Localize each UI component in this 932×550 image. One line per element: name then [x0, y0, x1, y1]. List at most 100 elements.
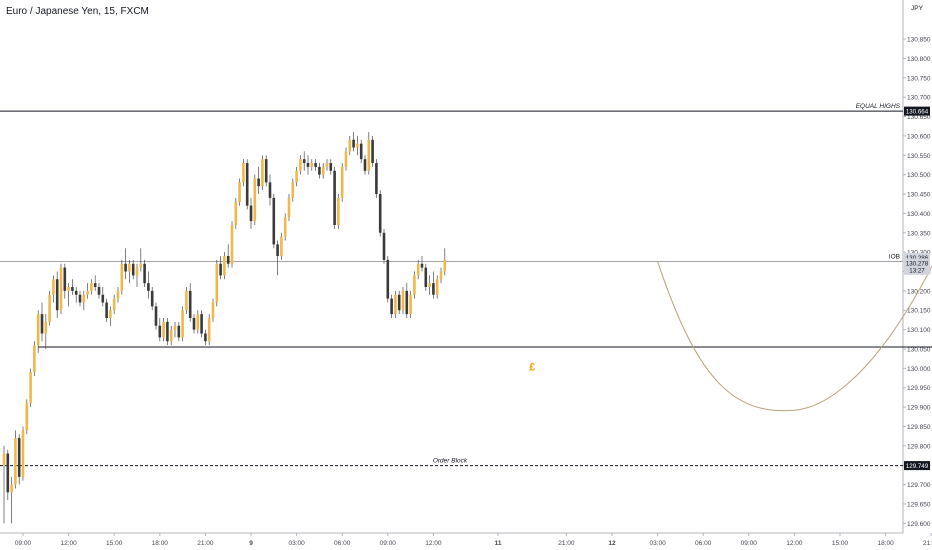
candle-body-down [200, 314, 203, 334]
candle-body-down [306, 163, 310, 167]
equal-highs-label: EQUAL HIGHS [856, 103, 901, 110]
candle-body-up [310, 163, 314, 167]
candle-body-up [291, 182, 295, 198]
candle-body-down [276, 244, 279, 257]
candle-body-up [367, 139, 371, 171]
candle-body-up [401, 290, 405, 311]
candle-body-down [147, 283, 150, 291]
x-tick-label: 12:00 [60, 540, 77, 547]
y-tick-label: 130.750 [907, 75, 931, 82]
candle-body-down [249, 205, 253, 222]
x-tick-label: 18:00 [152, 540, 169, 547]
symbol-title: Euro / Japanese Yen, 15, FXCM [6, 6, 149, 17]
y-tick-label: 130.050 [907, 346, 931, 353]
candle-body-down [6, 453, 10, 493]
candle-body-down [226, 256, 230, 264]
y-tick-label: 130.000 [907, 366, 931, 373]
candle-body-down [219, 263, 222, 276]
y-tick-label: 130.400 [907, 211, 931, 218]
candle-body-down [150, 290, 154, 307]
candle-body-down [101, 294, 105, 303]
candle-body-down [245, 163, 249, 206]
y-tick-label: 129.850 [907, 424, 931, 431]
candle-body-down [71, 286, 74, 291]
candle-body-up [321, 166, 325, 175]
candle-body-up [82, 294, 86, 303]
price-marker-box [904, 258, 930, 268]
candle-body-up [29, 372, 32, 404]
candle-body-up [416, 263, 420, 276]
candle-body-down [352, 139, 355, 148]
y-tick-label: 130.100 [907, 327, 931, 334]
order-block-label: Order Block [433, 458, 468, 465]
candle-body-up [435, 279, 439, 295]
candle-body-down [420, 263, 424, 268]
candle-body-up [261, 159, 264, 187]
x-tick-label: 09:00 [15, 540, 32, 547]
y-tick-label: 130.600 [907, 133, 931, 140]
candle-body-up [196, 314, 200, 330]
x-tick-label: 9 [249, 540, 253, 547]
x-tick-label: 18:00 [877, 540, 894, 547]
candle-body-up [253, 178, 257, 222]
y-tick-label: 130.700 [907, 95, 931, 102]
candle-body-up [280, 236, 283, 257]
x-tick-label: 21:00 [923, 540, 932, 547]
iob-label: IOB [889, 253, 900, 260]
candle-body-up [295, 170, 298, 183]
candle-body-up [139, 263, 143, 268]
candle-body-up [52, 279, 55, 295]
candle-body-up [120, 263, 124, 291]
candle-body-down [397, 294, 401, 311]
candle-body-down [93, 283, 97, 287]
candle-body-up [33, 345, 36, 373]
y-tick-label: 130.550 [907, 153, 931, 160]
candle-body-up [340, 166, 344, 198]
candle-body-down [329, 163, 333, 171]
candle-body-up [185, 290, 188, 311]
candle-body-down [154, 306, 158, 326]
candle-body-up [242, 163, 245, 183]
candle-body-down [177, 325, 181, 338]
y-tick-label: 129.800 [907, 443, 931, 450]
candle-body-up [14, 438, 17, 485]
x-tick-label: 12:00 [786, 540, 803, 547]
candle-body-down [359, 143, 363, 160]
candle-body-up [215, 263, 219, 303]
candle-body-up [86, 290, 89, 295]
candle-body-down [40, 314, 44, 334]
y-tick-label: 130.450 [907, 192, 931, 199]
candle-body-up [128, 263, 131, 272]
candle-body-down [143, 263, 146, 284]
x-tick-label: 09:00 [741, 540, 758, 547]
price-marker-label: 129.749 [906, 463, 929, 470]
candle-body-up [409, 294, 412, 315]
candle-body-up [344, 151, 348, 167]
candles-group [2, 132, 447, 524]
candle-body-up [67, 286, 70, 291]
candle-body-down [382, 232, 386, 260]
x-tick-label: 11 [495, 540, 502, 547]
candle-body-up [48, 294, 51, 322]
candle-body-down [192, 317, 196, 330]
candle-body-down [268, 182, 272, 198]
candle-body-up [36, 314, 40, 346]
price-marker-box [904, 461, 930, 471]
y-tick-label: 130.800 [907, 56, 931, 63]
candle-body-down [78, 294, 82, 303]
candle-body-up [394, 294, 397, 315]
candle-body-down [97, 286, 101, 295]
candle-body-up [116, 290, 120, 299]
x-tick-label: 15:00 [106, 540, 123, 547]
candle-body-up [207, 317, 211, 342]
candle-body-down [405, 290, 409, 315]
candle-body-up [21, 430, 25, 477]
x-tick-label: 21:00 [558, 540, 575, 547]
candle-body-up [439, 271, 443, 280]
candle-body-down [188, 290, 192, 318]
candle-body-down [74, 290, 78, 295]
pound-label: £ [529, 361, 535, 373]
candle-body-down [318, 166, 321, 175]
price-marker-label: 130.278 [906, 260, 929, 267]
